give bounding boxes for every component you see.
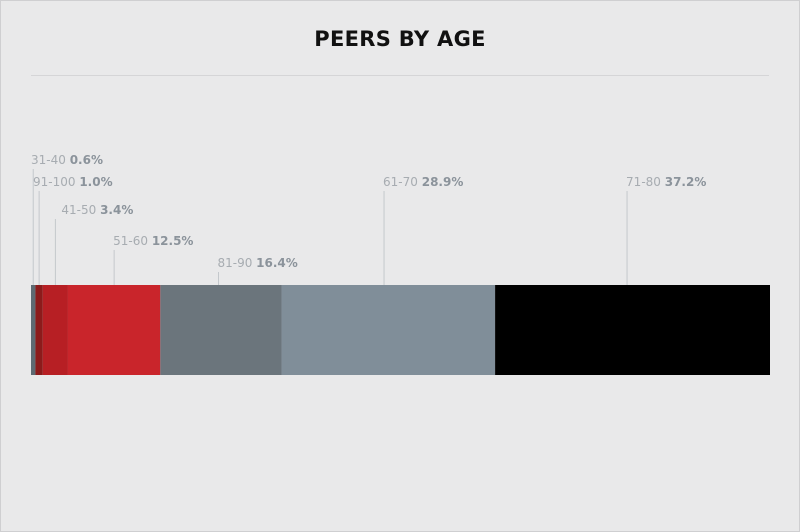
segment-labels: 31-40 0.6% 91-100 1.0% 41-50 3.4% 51-60 12.…: [31, 153, 706, 270]
segment-label-61-70: 61-70 28.9%: [383, 175, 463, 189]
title-divider: [31, 75, 769, 76]
segment-value-label: 16.4%: [256, 256, 298, 270]
segment-label-71-80: 71-80 37.2%: [626, 175, 706, 189]
segment-range-label: 41-50: [61, 203, 100, 217]
bar-segment-91-100: [35, 285, 43, 375]
segment-label-91-100: 91-100 1.0%: [33, 175, 113, 189]
segment-range-label: 71-80: [626, 175, 665, 189]
segment-range-label: 91-100: [33, 175, 79, 189]
bar-segment-31-40: [31, 285, 36, 375]
bar-segment-41-50: [42, 285, 68, 375]
segment-range-label: 51-60: [113, 234, 152, 248]
segment-value-label: 37.2%: [665, 175, 707, 189]
segment-value-label: 3.4%: [100, 203, 133, 217]
segment-value-label: 28.9%: [422, 175, 464, 189]
segment-value-label: 12.5%: [152, 234, 194, 248]
segment-range-label: 81-90: [217, 256, 256, 270]
leader-lines: [32, 169, 628, 285]
segment-label-51-60: 51-60 12.5%: [113, 234, 193, 248]
bar-segments: [31, 285, 770, 375]
bar-segment-71-80: [495, 285, 770, 375]
bar-segment-61-70: [281, 285, 496, 375]
segment-range-label: 61-70: [383, 175, 422, 189]
segment-value-label: 0.6%: [70, 153, 103, 167]
segment-label-31-40: 31-40 0.6%: [31, 153, 103, 167]
segment-range-label: 31-40: [31, 153, 70, 167]
bar-segment-51-60: [67, 285, 161, 375]
page-title: PEERS BY AGE: [314, 27, 486, 51]
bar-segment-81-90: [160, 285, 282, 375]
segment-label-81-90: 81-90 16.4%: [217, 256, 297, 270]
segment-label-41-50: 41-50 3.4%: [61, 203, 133, 217]
segment-value-label: 1.0%: [79, 175, 112, 189]
